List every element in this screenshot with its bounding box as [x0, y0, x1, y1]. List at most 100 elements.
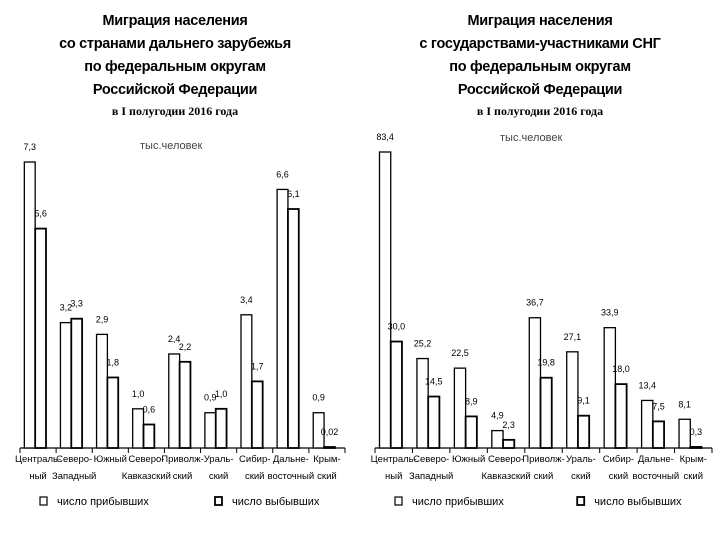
category-label: Сибир- [603, 454, 634, 465]
title-line: Миграция населения [102, 13, 248, 29]
category-label: Кавказский [481, 471, 530, 482]
category-label: ный [29, 471, 46, 482]
bar-departures [427, 395, 441, 449]
bar-arrivals [640, 399, 654, 449]
bar-arrivals [453, 367, 467, 449]
data-label: 4,9 [491, 411, 504, 421]
category-label: Кавказский [122, 471, 171, 482]
bar-arrivals [603, 327, 617, 449]
bar-departures [502, 438, 516, 449]
bar-departures [250, 380, 264, 449]
chart-subtitle: в I полугодии 2016 года [111, 104, 239, 118]
data-label: 19,8 [537, 358, 555, 368]
title-line: Миграция населения [467, 13, 613, 29]
chart-panel-far-abroad: Миграция населения со странами дальнего … [0, 0, 350, 540]
title-line: по федеральным округам [449, 59, 631, 75]
category-label: ский [245, 471, 265, 482]
category-label: Крым- [313, 454, 340, 465]
data-label: 1,0 [132, 389, 145, 399]
data-label: 22,5 [451, 348, 469, 358]
bar-arrivals [416, 357, 429, 449]
bar-departures [214, 407, 228, 449]
category-label: Крым- [680, 454, 707, 465]
category-label: ский [317, 471, 337, 482]
legend-label: число выбывших [232, 496, 320, 508]
category-label: Северо- [488, 454, 524, 465]
data-label: 2,2 [179, 342, 192, 352]
bar-arrivals [168, 353, 181, 449]
bar-arrivals [528, 317, 542, 449]
data-label: 3,4 [240, 295, 253, 305]
category-label: Приволж- [522, 454, 565, 465]
bar-arrivals [491, 429, 504, 449]
data-label: 33,9 [601, 308, 619, 318]
data-label: 7,5 [652, 401, 665, 411]
data-label: 0,9 [204, 393, 217, 403]
chart-subtitle: в I полугодии 2016 года [476, 104, 604, 118]
bar-arrivals [240, 314, 253, 449]
data-label: 0,02 [321, 427, 339, 437]
title-line: со странами дальнего зарубежья [59, 36, 291, 52]
category-label: Дальне- [638, 454, 674, 465]
category-label: Западный [409, 471, 453, 482]
category-label: ский [534, 471, 554, 482]
category-label: Сибир- [239, 454, 270, 465]
data-label: 2,4 [168, 334, 181, 344]
category-label: восточный [633, 471, 680, 482]
legend-label: число прибывших [57, 496, 149, 508]
bar-departures [323, 446, 336, 449]
title-line: Российской Федерации [457, 82, 623, 98]
bar-departures [389, 340, 403, 449]
data-label: 0,3 [690, 427, 703, 437]
data-label: 6,1 [287, 189, 300, 199]
data-label: 25,2 [414, 339, 432, 349]
category-label: Централь- [15, 454, 61, 465]
title-line: с государствами-участниками СНГ [419, 36, 661, 52]
category-label: ный [385, 471, 402, 482]
category-label: Западный [52, 471, 96, 482]
category-label: Централь- [371, 454, 417, 465]
legend-label: число выбывших [594, 496, 682, 508]
chart-title: Миграция населения со странами дальнего … [0, 10, 350, 118]
category-label: ский [209, 471, 229, 482]
data-label: 8,1 [678, 399, 691, 409]
bar-arrivals [566, 351, 579, 449]
bar-arrivals [59, 321, 72, 449]
bar-departures [287, 208, 300, 449]
bar-departures [614, 383, 628, 449]
bar-arrivals [276, 188, 289, 449]
bar-chart-cis: 83,4 30,0 Централь-ный 25,2 14,5 Северо- Запад… [371, 132, 713, 508]
data-label: 1,8 [107, 357, 120, 367]
legend-swatch-arrivals [394, 496, 403, 506]
data-label: 27,1 [564, 332, 582, 342]
category-label: ский [684, 471, 704, 482]
bar-chart-far-abroad: 7,3 5,6 Централь-ный 3,23,3 Северо- Западный 2… [15, 142, 346, 508]
category-label: ский [609, 471, 629, 482]
unit-label: тыс.человек [140, 140, 203, 152]
data-label: 1,0 [215, 389, 228, 399]
category-label: Северо- [56, 454, 92, 465]
data-label: 30,0 [388, 322, 406, 332]
category-label: Южный [452, 454, 485, 465]
category-label: Северо- [128, 454, 164, 465]
data-label: 9,1 [577, 396, 590, 406]
chart-panel-cis: Миграция населения с государствами-участ… [360, 0, 720, 540]
data-label: 1,7 [251, 361, 264, 371]
category-label: восточный [268, 471, 315, 482]
category-label: ский [173, 471, 193, 482]
category-label: Ураль- [566, 454, 596, 465]
data-label: 5,6 [34, 209, 47, 219]
category-label: Дальне- [273, 454, 309, 465]
bar-departures [106, 376, 120, 449]
bar-arrivals [95, 333, 109, 449]
data-label: 13,4 [638, 380, 656, 390]
category-label: Северо- [413, 454, 449, 465]
category-label: ский [571, 471, 591, 482]
bar-arrivals [204, 412, 217, 449]
data-label: 0,9 [312, 393, 325, 403]
data-label: 14,5 [425, 377, 443, 387]
data-label: 18,0 [612, 364, 630, 374]
bar-arrivals [678, 418, 691, 449]
title-line: по федеральным округам [84, 59, 266, 75]
bar-departures [577, 414, 591, 449]
